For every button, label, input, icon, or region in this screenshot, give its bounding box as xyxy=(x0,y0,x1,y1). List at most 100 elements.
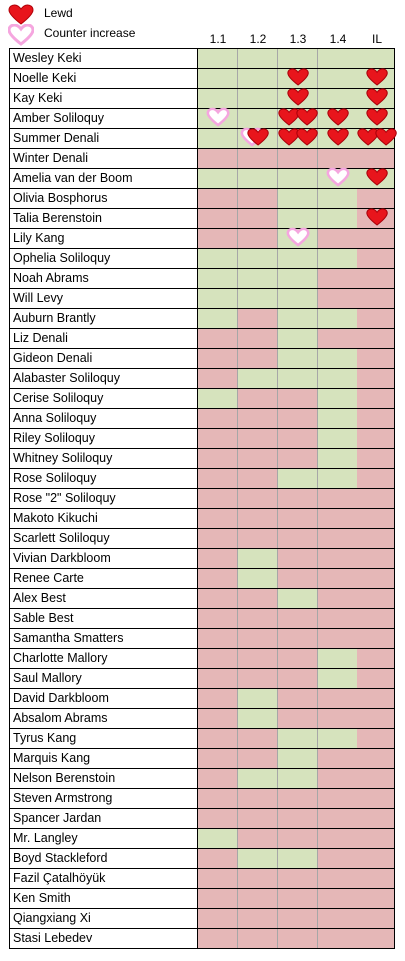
status-cell xyxy=(198,589,238,608)
status-cell xyxy=(238,909,278,928)
character-name: David Darkbloom xyxy=(9,689,198,708)
table-row: Noelle Keki xyxy=(9,69,395,89)
status-cell xyxy=(238,809,278,828)
table-row: Vivian Darkbloom xyxy=(9,549,395,569)
status-cell xyxy=(318,769,358,788)
status-cell xyxy=(357,129,395,148)
status-cell xyxy=(357,789,395,808)
character-name: Wesley Keki xyxy=(9,49,198,68)
status-cell xyxy=(318,409,358,428)
status-cell xyxy=(357,609,395,628)
table-row: Anna Soliloquy xyxy=(9,409,395,429)
status-cell xyxy=(278,849,318,868)
status-cell xyxy=(238,509,278,528)
character-name: Saul Mallory xyxy=(9,669,198,688)
status-cell xyxy=(318,349,358,368)
character-name: Rose "2" Soliloquy xyxy=(9,489,198,508)
status-cell xyxy=(357,709,395,728)
table-row: Charlotte Mallory xyxy=(9,649,395,669)
status-cell xyxy=(238,329,278,348)
table-row: Scarlett Soliloquy xyxy=(9,529,395,549)
status-cell xyxy=(238,549,278,568)
status-cell xyxy=(357,69,395,88)
status-cell xyxy=(198,729,238,748)
table-row: Ophelia Soliloquy xyxy=(9,249,395,269)
table-row: Renee Carte xyxy=(9,569,395,589)
status-cell xyxy=(198,829,238,848)
status-cell xyxy=(357,669,395,688)
status-cell xyxy=(318,229,358,248)
status-cell xyxy=(357,589,395,608)
table-row: Liz Denali xyxy=(9,329,395,349)
status-cell xyxy=(238,629,278,648)
status-cell xyxy=(318,589,358,608)
status-cell xyxy=(278,149,318,168)
status-cell xyxy=(238,289,278,308)
status-cell xyxy=(278,549,318,568)
character-name: Qiangxiang Xi xyxy=(9,909,198,928)
status-cell xyxy=(238,489,278,508)
character-name: Alex Best xyxy=(9,589,198,608)
status-cell xyxy=(198,389,238,408)
status-cell xyxy=(278,349,318,368)
table-row: Winter Denali xyxy=(9,149,395,169)
status-cell xyxy=(238,669,278,688)
table-row: Kay Keki xyxy=(9,89,395,109)
status-cell xyxy=(238,309,278,328)
status-cell xyxy=(357,569,395,588)
status-cell xyxy=(278,929,318,948)
status-cell xyxy=(318,309,358,328)
character-name: Ophelia Soliloquy xyxy=(9,249,198,268)
status-cell xyxy=(278,189,318,208)
status-cell xyxy=(318,209,358,228)
status-cell xyxy=(238,709,278,728)
status-cell xyxy=(278,689,318,708)
status-cell xyxy=(198,209,238,228)
status-cell xyxy=(198,609,238,628)
table-row: Qiangxiang Xi xyxy=(9,909,395,929)
character-name: Samantha Smatters xyxy=(9,629,198,648)
status-cell xyxy=(278,509,318,528)
status-cell xyxy=(278,309,318,328)
status-cell xyxy=(278,889,318,908)
status-cell xyxy=(278,789,318,808)
character-name: Olivia Bosphorus xyxy=(9,189,198,208)
table-row: Alabaster Soliloquy xyxy=(9,369,395,389)
character-name: Tyrus Kang xyxy=(9,729,198,748)
status-cell xyxy=(238,249,278,268)
status-cell xyxy=(238,129,278,148)
status-cell xyxy=(278,329,318,348)
status-cell xyxy=(357,169,395,188)
status-cell xyxy=(318,789,358,808)
status-cell xyxy=(357,689,395,708)
status-cell xyxy=(357,269,395,288)
character-name: Makoto Kikuchi xyxy=(9,509,198,528)
legend-counter-label: Counter increase xyxy=(44,26,136,40)
character-name: Renee Carte xyxy=(9,569,198,588)
status-cell xyxy=(198,169,238,188)
status-cell xyxy=(238,589,278,608)
character-name: Charlotte Mallory xyxy=(9,649,198,668)
status-cell xyxy=(278,69,318,88)
status-cell xyxy=(278,129,318,148)
status-cell xyxy=(238,449,278,468)
status-cell xyxy=(198,249,238,268)
status-cell xyxy=(278,209,318,228)
status-cell xyxy=(238,109,278,128)
status-cell xyxy=(238,409,278,428)
status-cell xyxy=(198,409,238,428)
status-cell xyxy=(198,149,238,168)
table-row: Saul Mallory xyxy=(9,669,395,689)
status-cell xyxy=(238,749,278,768)
status-cell xyxy=(198,309,238,328)
character-name: Lily Kang xyxy=(9,229,198,248)
character-name: Stasi Lebedev xyxy=(9,929,198,948)
table-row: Will Levy xyxy=(9,289,395,309)
status-cell xyxy=(278,829,318,848)
status-cell xyxy=(357,509,395,528)
status-cell xyxy=(278,469,318,488)
lewd-heart-icon xyxy=(8,4,34,25)
character-name: Riley Soliloquy xyxy=(9,429,198,448)
character-name: Spancer Jardan xyxy=(9,809,198,828)
status-cell xyxy=(357,909,395,928)
